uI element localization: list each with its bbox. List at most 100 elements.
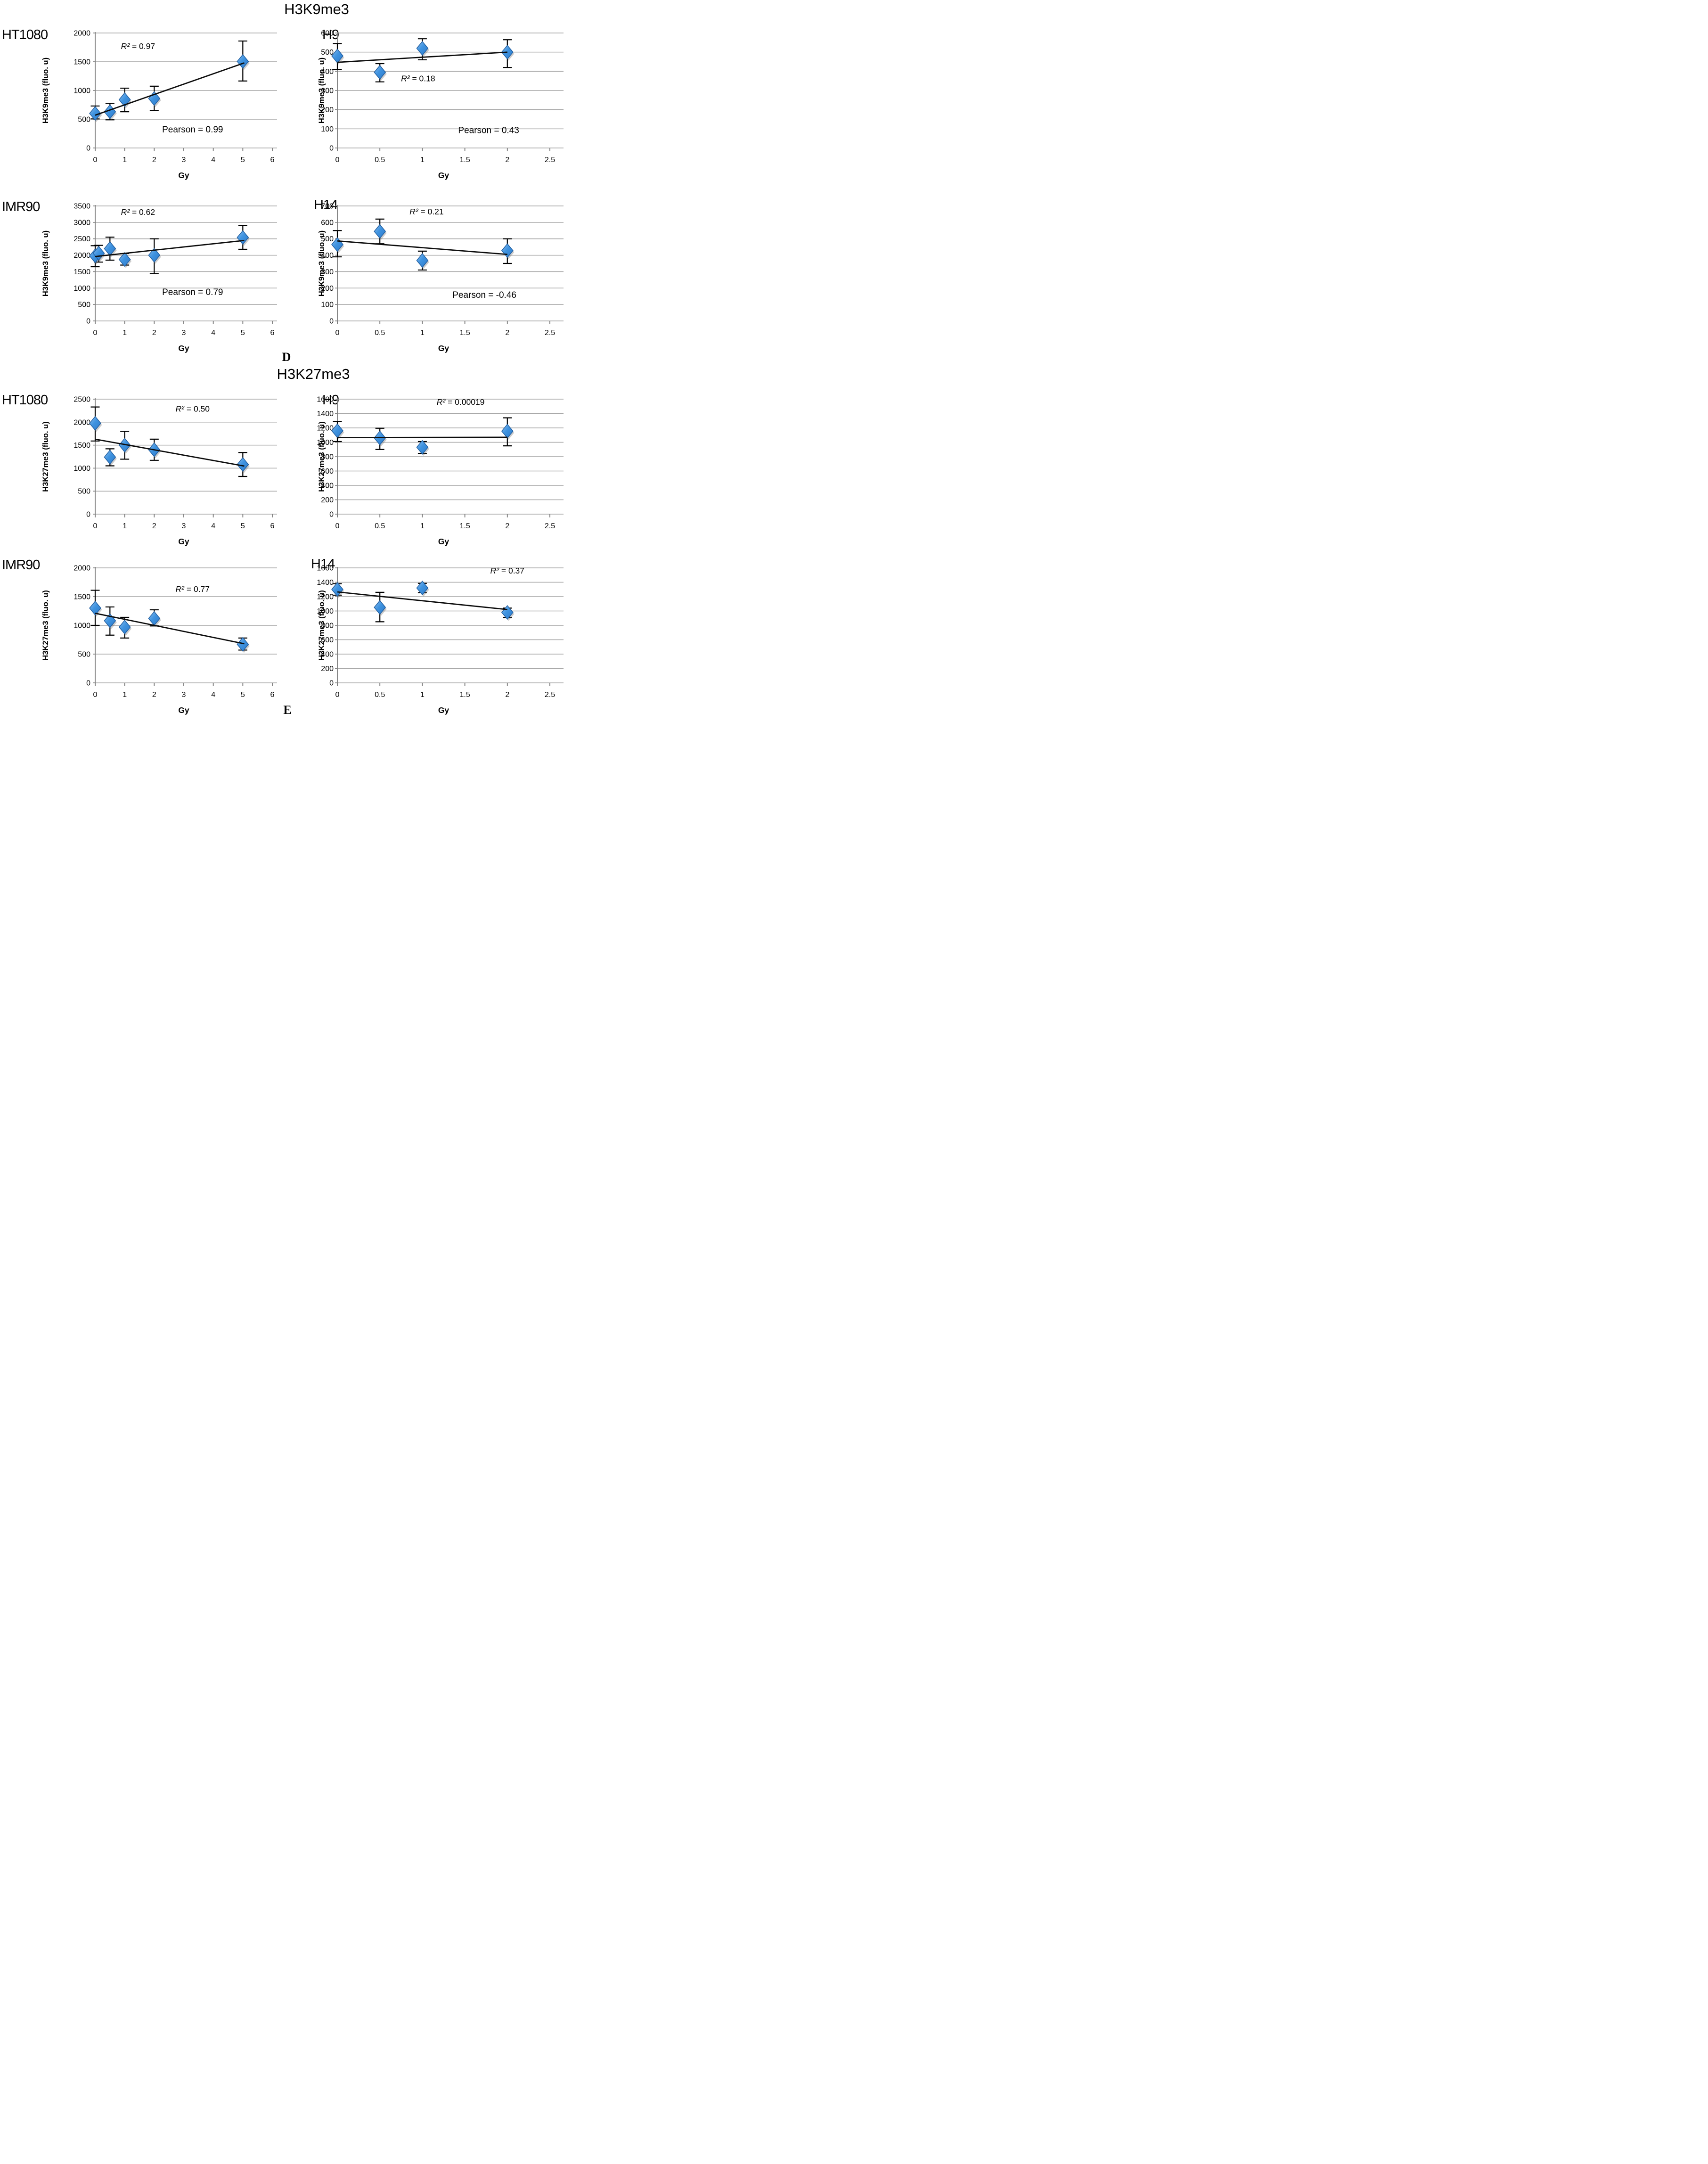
x-tick-label: 5 bbox=[241, 329, 245, 337]
y-tick-label: 1200 bbox=[317, 425, 334, 433]
x-tick-label: 1 bbox=[123, 522, 127, 530]
data-point-marker bbox=[148, 247, 161, 263]
y-tick-label: 600 bbox=[321, 219, 334, 227]
data-point-marker bbox=[92, 246, 105, 261]
y-tick-label: 600 bbox=[321, 467, 334, 475]
chart-imr90-h3k9me3: IMR90 0 500 1000 1500 2000 2500 3000 3500 0 1 2 3 4 5 6… bbox=[0, 199, 285, 362]
y-tick-label: 1000 bbox=[74, 465, 90, 473]
data-point-marker bbox=[118, 92, 131, 107]
x-tick-label: 0.5 bbox=[375, 329, 385, 337]
r-squared-annotation: R² = 0.18 bbox=[401, 74, 435, 83]
x-tick-label: 0 bbox=[93, 522, 98, 530]
y-tick-label: 600 bbox=[321, 636, 334, 644]
figure-panel: H3K9me3 HT1080 0 500 1000 1500 2000 0 1 2 3 4 5 6 R² … bbox=[0, 0, 569, 721]
y-axis-title: H3K9me3 (fluo. u) bbox=[41, 230, 50, 296]
x-tick-label: 4 bbox=[211, 522, 215, 530]
chart-canvas: 0 100 200 300 400 500 600 0 0.5 1 1.5 2 2.5 R² = 0.18… bbox=[318, 30, 564, 180]
y-tick-label: 1500 bbox=[74, 268, 90, 276]
x-tick-label: 5 bbox=[241, 156, 245, 164]
pearson-annotation: Pearson = -0.46 bbox=[452, 290, 516, 300]
x-axis-title: Gy bbox=[438, 537, 449, 546]
y-tick-label: 1000 bbox=[74, 87, 90, 95]
y-tick-label: 400 bbox=[321, 651, 334, 659]
y-tick-label: 1000 bbox=[74, 285, 90, 293]
y-axis-title: H3K27me3 (fluo. u) bbox=[318, 590, 326, 660]
cell-line-label: H9 bbox=[322, 393, 339, 408]
x-tick-label: 0.5 bbox=[375, 156, 385, 164]
y-tick-label: 500 bbox=[321, 235, 334, 243]
pearson-annotation: Pearson = 0.99 bbox=[162, 125, 223, 135]
x-tick-label: 0.5 bbox=[375, 522, 385, 530]
trendline bbox=[337, 240, 507, 255]
y-tick-label: 700 bbox=[321, 203, 334, 211]
x-axis-title: Gy bbox=[178, 344, 189, 353]
x-tick-label: 0 bbox=[335, 522, 340, 530]
x-axis-title: Gy bbox=[438, 705, 449, 715]
data-point-marker bbox=[89, 106, 101, 121]
x-tick-label: 2 bbox=[152, 156, 156, 164]
y-tick-label: 1500 bbox=[74, 593, 90, 601]
chart-h14-h3k9me3: H14 0 100 200 300 400 500 600 700 0 0.5 1 1.5 2 2.5 R² … bbox=[285, 197, 569, 362]
x-tick-label: 3 bbox=[182, 329, 186, 337]
y-tick-label: 400 bbox=[321, 482, 334, 490]
y-tick-label: 800 bbox=[321, 622, 334, 630]
x-tick-label: 4 bbox=[211, 691, 215, 699]
y-tick-label: 100 bbox=[321, 125, 334, 133]
data-point-marker bbox=[237, 54, 249, 69]
cell-line-label: H9 bbox=[322, 27, 339, 42]
x-tick-label: 2 bbox=[505, 522, 509, 530]
x-tick-label: 1 bbox=[420, 156, 425, 164]
x-axis-title: Gy bbox=[178, 537, 189, 546]
y-axis-title: H3K9me3 (fluo. u) bbox=[41, 57, 50, 123]
data-point-marker bbox=[104, 104, 116, 119]
y-tick-label: 500 bbox=[78, 651, 90, 659]
y-tick-label: 1000 bbox=[74, 622, 90, 630]
trendline bbox=[337, 436, 507, 438]
x-tick-label: 2 bbox=[505, 329, 509, 337]
data-point-marker bbox=[104, 450, 116, 465]
x-tick-label: 1 bbox=[123, 329, 127, 337]
x-tick-label: 6 bbox=[270, 329, 275, 337]
y-tick-label: 0 bbox=[86, 511, 90, 519]
data-point-marker bbox=[416, 581, 429, 596]
trendline bbox=[337, 591, 507, 610]
cell-line-label: IMR90 bbox=[2, 199, 40, 214]
x-tick-label: 0 bbox=[93, 156, 98, 164]
y-tick-label: 300 bbox=[321, 87, 334, 95]
data-point-marker bbox=[89, 600, 101, 615]
chart-canvas: 0 200 400 600 800 1000 1200 1400 1600 0 0.5 1 1.5 2 2.… bbox=[317, 565, 564, 715]
data-point-marker bbox=[331, 49, 343, 64]
chart-ht1080-h3k9me3: HT1080 0 500 1000 1500 2000 0 1 2 3 4 5 6 R² = 0.97 Pe… bbox=[0, 26, 285, 189]
data-point-marker bbox=[331, 237, 343, 252]
section-title-h3k9me3: H3K9me3 bbox=[284, 1, 349, 17]
pearson-annotation: Pearson = 0.79 bbox=[162, 287, 223, 297]
x-tick-label: 0 bbox=[335, 156, 340, 164]
x-tick-label: 1 bbox=[420, 522, 425, 530]
x-tick-label: 1.5 bbox=[459, 691, 470, 699]
data-point-marker bbox=[501, 424, 514, 439]
data-point-marker bbox=[89, 416, 101, 431]
trendline bbox=[95, 239, 245, 257]
cell-line-label: H14 bbox=[311, 557, 335, 572]
x-tick-label: 2 bbox=[505, 156, 509, 164]
y-tick-label: 0 bbox=[86, 318, 90, 326]
data-point-marker bbox=[416, 253, 429, 268]
data-point-marker bbox=[118, 620, 131, 635]
y-tick-label: 3500 bbox=[74, 203, 90, 211]
x-tick-label: 2.5 bbox=[545, 156, 555, 164]
x-tick-label: 1.5 bbox=[459, 156, 470, 164]
y-tick-label: 0 bbox=[86, 680, 90, 688]
x-tick-label: 3 bbox=[182, 522, 186, 530]
y-tick-label: 0 bbox=[329, 318, 334, 326]
y-tick-label: 1600 bbox=[317, 396, 334, 404]
y-tick-label: 500 bbox=[78, 488, 90, 496]
chart-canvas: 0 200 400 600 800 1000 1200 1400 1600 0 0.5 1 1.5 2 2.… bbox=[317, 396, 564, 546]
x-tick-label: 5 bbox=[241, 691, 245, 699]
x-tick-label: 2.5 bbox=[545, 329, 555, 337]
x-axis-title: Gy bbox=[438, 344, 449, 353]
cell-line-label: HT1080 bbox=[2, 393, 48, 408]
x-tick-label: 1 bbox=[420, 329, 425, 337]
x-tick-label: 1.5 bbox=[459, 522, 470, 530]
y-tick-label: 0 bbox=[329, 511, 334, 519]
y-tick-label: 2000 bbox=[74, 252, 90, 260]
